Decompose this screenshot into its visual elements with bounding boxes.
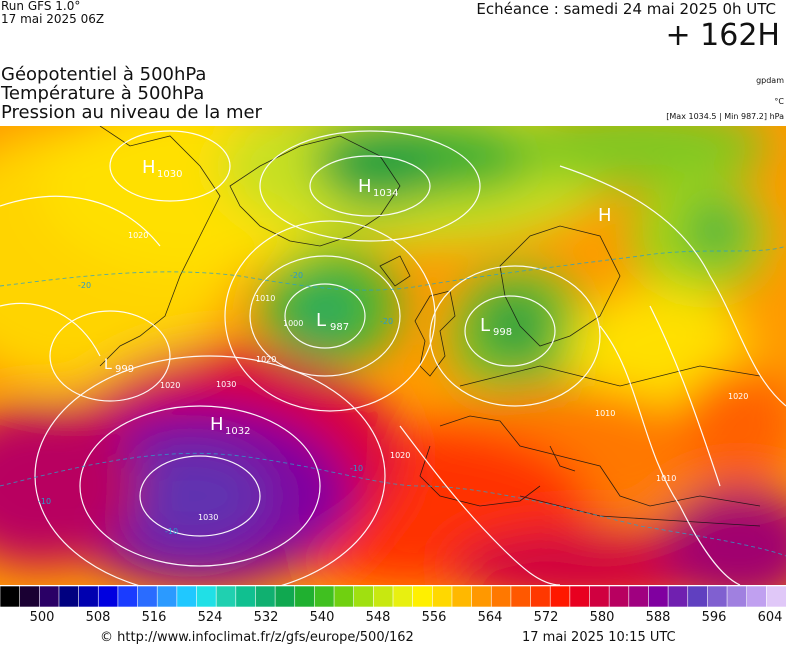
scale-swatch <box>569 586 591 607</box>
scale-swatch <box>38 586 60 607</box>
scale-swatch <box>117 586 139 607</box>
isobar-label: 1020 <box>256 355 276 364</box>
scale-swatch <box>687 586 709 607</box>
scale-swatch <box>215 586 237 607</box>
scale-tick: 604 <box>757 610 783 625</box>
temperature-label: -20 <box>78 281 91 290</box>
scale-swatch <box>373 586 394 607</box>
scale-swatch <box>274 586 296 607</box>
scale-swatch <box>255 586 276 607</box>
pressure-center-value: 1034 <box>373 188 398 199</box>
scale-swatch <box>196 586 217 607</box>
scale-swatch <box>471 586 493 607</box>
scale-tick: 508 <box>85 610 111 625</box>
source-link[interactable]: © http://www.infoclimat.fr/z/gfs/europe/… <box>100 630 414 645</box>
field-title-pressure: Pression au niveau de la mer <box>1 102 262 123</box>
forecast-map: H 1030 H 1034 H L 987 L 998 L 999 H 1032… <box>0 126 786 585</box>
scale-tick: 540 <box>309 610 335 625</box>
isobar-label: 1010 <box>255 294 275 303</box>
scale-swatch <box>0 586 21 607</box>
temperature-label: -20 <box>380 317 393 326</box>
scale-swatch <box>766 586 786 607</box>
generation-timestamp: 17 mai 2025 10:15 UTC <box>522 630 676 645</box>
scale-swatch <box>314 586 335 607</box>
unit-celsius: °C <box>774 97 784 106</box>
scale-swatch <box>667 586 689 607</box>
isobar-label: 1000 <box>283 319 303 328</box>
scale-swatch <box>97 586 119 607</box>
scale-swatch <box>530 586 551 607</box>
temperature-label: -20 <box>290 271 303 280</box>
isobar-label: 1020 <box>390 451 410 460</box>
lead-time: + 162H <box>665 18 781 53</box>
scale-swatch <box>294 586 316 607</box>
scale-swatch <box>648 586 669 607</box>
scale-tick: 524 <box>197 610 223 625</box>
isobar-label: 1020 <box>128 231 148 240</box>
isobar-label: 1030 <box>198 513 218 522</box>
pressure-center-value: 998 <box>493 327 512 338</box>
field-title-geopotential: Géopotentiel à 500hPa <box>1 64 207 85</box>
isobar-label: 1010 <box>595 409 615 418</box>
isobar-label: 1010 <box>656 474 676 483</box>
scale-swatch <box>510 586 532 607</box>
scale-swatch <box>628 586 650 607</box>
scale-swatch <box>353 586 375 607</box>
scale-swatch <box>392 586 414 607</box>
scale-swatch <box>156 586 178 607</box>
run-date: 17 mai 2025 06Z <box>1 12 105 26</box>
scale-swatch <box>412 586 434 607</box>
scale-swatch <box>78 586 100 607</box>
pressure-center-value: 987 <box>330 322 349 333</box>
scale-swatch <box>431 586 453 607</box>
scale-tick: 572 <box>533 610 559 625</box>
isobar-label: 1020 <box>728 392 748 401</box>
pressure-center-low: L <box>104 357 112 373</box>
pressure-center-value: 1030 <box>157 169 182 180</box>
run-label: Run GFS 1.0° <box>1 0 81 13</box>
pressure-center-value: 1032 <box>225 426 250 437</box>
color-scale <box>0 586 786 607</box>
scale-tick: 548 <box>365 610 391 625</box>
pressure-minmax: [Max 1034.5 | Min 987.2] hPa <box>666 112 784 121</box>
pressure-center-high: H <box>358 176 372 197</box>
scale-swatch <box>549 586 571 607</box>
scale-swatch <box>19 586 41 607</box>
scale-swatch <box>707 586 728 607</box>
isobar-label: 1020 <box>160 381 180 390</box>
pressure-center-high: H <box>142 157 156 178</box>
isobar-label: 1030 <box>216 380 236 389</box>
scale-tick: 532 <box>253 610 279 625</box>
scale-swatch <box>726 586 748 607</box>
scale-swatch <box>746 586 768 607</box>
scale-swatch <box>235 586 257 607</box>
scale-swatch <box>176 586 198 607</box>
scale-swatch <box>451 586 473 607</box>
temperature-label: -10 <box>350 464 363 473</box>
scale-swatch <box>490 586 512 607</box>
scale-tick: 580 <box>589 610 615 625</box>
scale-swatch <box>333 586 355 607</box>
pressure-center-high: H <box>210 414 224 435</box>
echeance-label: Echéance : samedi 24 mai 2025 0h UTC <box>476 0 776 18</box>
scale-tick: 596 <box>701 610 727 625</box>
field-title-temperature: Température à 500hPa <box>1 83 205 104</box>
scale-tick: 564 <box>477 610 503 625</box>
temperature-label: -10 <box>165 527 178 536</box>
scale-tick: 588 <box>645 610 671 625</box>
scale-tick: 556 <box>421 610 447 625</box>
pressure-center-low: L <box>316 310 326 331</box>
pressure-center-value: 999 <box>115 364 134 375</box>
scale-swatch <box>589 586 610 607</box>
pressure-center-high: H <box>598 205 612 226</box>
scale-swatch <box>608 586 630 607</box>
pressure-center-low: L <box>480 315 490 336</box>
scale-swatch <box>137 586 159 607</box>
scale-tick: 516 <box>141 610 167 625</box>
scale-swatch <box>58 586 80 607</box>
scale-tick: 500 <box>29 610 55 625</box>
temperature-label: -10 <box>38 497 51 506</box>
unit-gpdam: gpdam <box>756 76 784 85</box>
